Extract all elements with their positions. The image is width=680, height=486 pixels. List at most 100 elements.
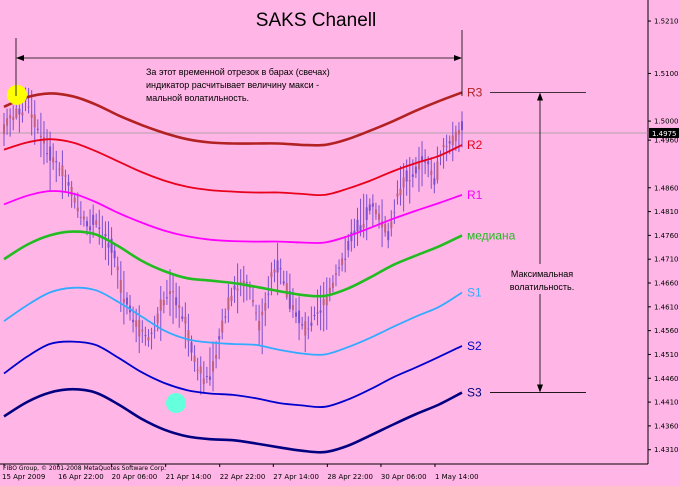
candle-body bbox=[461, 121, 463, 131]
candle-body bbox=[193, 355, 196, 362]
candle-body bbox=[3, 124, 5, 135]
candle-body bbox=[113, 250, 116, 259]
candle-body bbox=[338, 267, 341, 269]
candle-body bbox=[353, 230, 356, 236]
y-tick-label: 1.5000 bbox=[654, 118, 679, 126]
candle-body bbox=[150, 332, 153, 334]
candle-body bbox=[267, 293, 270, 295]
candle-body bbox=[331, 282, 334, 289]
candle-body bbox=[390, 221, 393, 229]
candle-body bbox=[313, 314, 316, 316]
y-tick-label: 1.4360 bbox=[654, 422, 679, 430]
y-tick-label: 1.4710 bbox=[654, 256, 679, 264]
candle-body bbox=[55, 161, 58, 163]
candle-body bbox=[52, 157, 55, 163]
candle-body bbox=[122, 298, 125, 303]
candle-body bbox=[187, 330, 190, 342]
candle-body bbox=[221, 320, 224, 333]
candle-body bbox=[261, 311, 264, 316]
candle-body bbox=[58, 168, 61, 170]
candle-body bbox=[405, 170, 408, 182]
candle-body bbox=[202, 378, 205, 385]
band-line-S2 bbox=[3, 340, 463, 409]
candle-body bbox=[175, 297, 178, 306]
candle-body bbox=[251, 300, 254, 303]
candle-body bbox=[98, 227, 101, 229]
candle-body bbox=[49, 146, 52, 161]
candle-body bbox=[295, 312, 298, 317]
labels-layer: R3 R2 R1 медиана S1 S2 S3 За этот временной отр… bbox=[146, 67, 586, 400]
candle-body bbox=[384, 224, 387, 233]
candle-body bbox=[291, 305, 294, 310]
y-tick-label: 1.4310 bbox=[654, 446, 679, 454]
x-tick-label: 20 Apr 06:00 bbox=[112, 473, 158, 481]
candle-body bbox=[304, 321, 307, 336]
band-line-S1 bbox=[3, 286, 463, 356]
candle-body bbox=[427, 161, 430, 165]
highlight-layer bbox=[7, 84, 186, 414]
candle-body bbox=[153, 330, 156, 332]
right-note-line: волатильность. bbox=[510, 282, 574, 292]
candle-body bbox=[255, 312, 258, 314]
candle-body bbox=[138, 319, 141, 337]
candle-body bbox=[411, 174, 414, 177]
candle-body bbox=[205, 376, 208, 378]
candle-body bbox=[92, 214, 95, 225]
x-tick-label: 28 Apr 22:00 bbox=[327, 473, 373, 481]
band-label-S1: S1 bbox=[467, 286, 482, 300]
top-note-line: За этот временной отрезок в барах (свеча… bbox=[146, 67, 330, 77]
candle-body bbox=[350, 232, 353, 242]
candle-body bbox=[70, 187, 73, 196]
candle-body bbox=[116, 266, 119, 271]
span-arrow-left-head bbox=[16, 55, 24, 61]
candle-body bbox=[328, 287, 331, 294]
candle-body bbox=[371, 203, 374, 207]
candle-body bbox=[319, 310, 322, 313]
candle-body bbox=[347, 241, 350, 251]
candle-body bbox=[270, 272, 273, 278]
candle-body bbox=[172, 291, 175, 293]
candle-body bbox=[334, 273, 337, 275]
candle-body bbox=[393, 212, 396, 214]
candle-body bbox=[165, 297, 168, 299]
top-note-line: индикатор расчитывает величину макси - bbox=[146, 80, 319, 90]
candle-body bbox=[67, 182, 70, 186]
candle-body bbox=[316, 312, 319, 314]
candle-body bbox=[298, 310, 301, 324]
candle-body bbox=[184, 316, 187, 324]
candle-body bbox=[421, 156, 424, 161]
y-tick-label: 1.4860 bbox=[654, 184, 679, 192]
candle-body bbox=[156, 313, 159, 323]
candle-body bbox=[258, 320, 261, 331]
vol-arrow-bottom-head bbox=[537, 384, 543, 393]
x-tick-label: 27 Apr 14:00 bbox=[273, 473, 319, 481]
candle-body bbox=[82, 216, 85, 220]
candle-body bbox=[196, 369, 199, 371]
y-tick-label: 1.4560 bbox=[654, 327, 679, 335]
candle-body bbox=[239, 281, 242, 284]
candle-body bbox=[36, 128, 39, 130]
candle-body bbox=[344, 258, 347, 260]
candle-body bbox=[18, 108, 21, 115]
candle-body bbox=[73, 197, 76, 203]
candle-body bbox=[190, 342, 193, 353]
candle-body bbox=[264, 303, 267, 311]
current-price-label: 1.4975 bbox=[652, 130, 677, 138]
candles-layer bbox=[3, 87, 463, 395]
candle-body bbox=[402, 177, 405, 188]
candle-body bbox=[356, 219, 359, 232]
candle-body bbox=[159, 299, 162, 311]
x-tick-label: 22 Apr 22:00 bbox=[220, 473, 266, 481]
y-tick-label: 1.4610 bbox=[654, 303, 679, 311]
chart-title: SAKS Chanell bbox=[256, 10, 376, 31]
candle-body bbox=[433, 178, 436, 185]
candle-body bbox=[104, 234, 107, 237]
candle-body bbox=[212, 361, 215, 372]
y-tick-label: 1.4960 bbox=[654, 137, 679, 145]
candle-body bbox=[144, 335, 147, 337]
candle-body bbox=[21, 112, 24, 116]
y-tick-label: 1.4760 bbox=[654, 232, 679, 240]
band-label-median: медиана bbox=[467, 228, 516, 242]
candle-body bbox=[273, 269, 276, 273]
